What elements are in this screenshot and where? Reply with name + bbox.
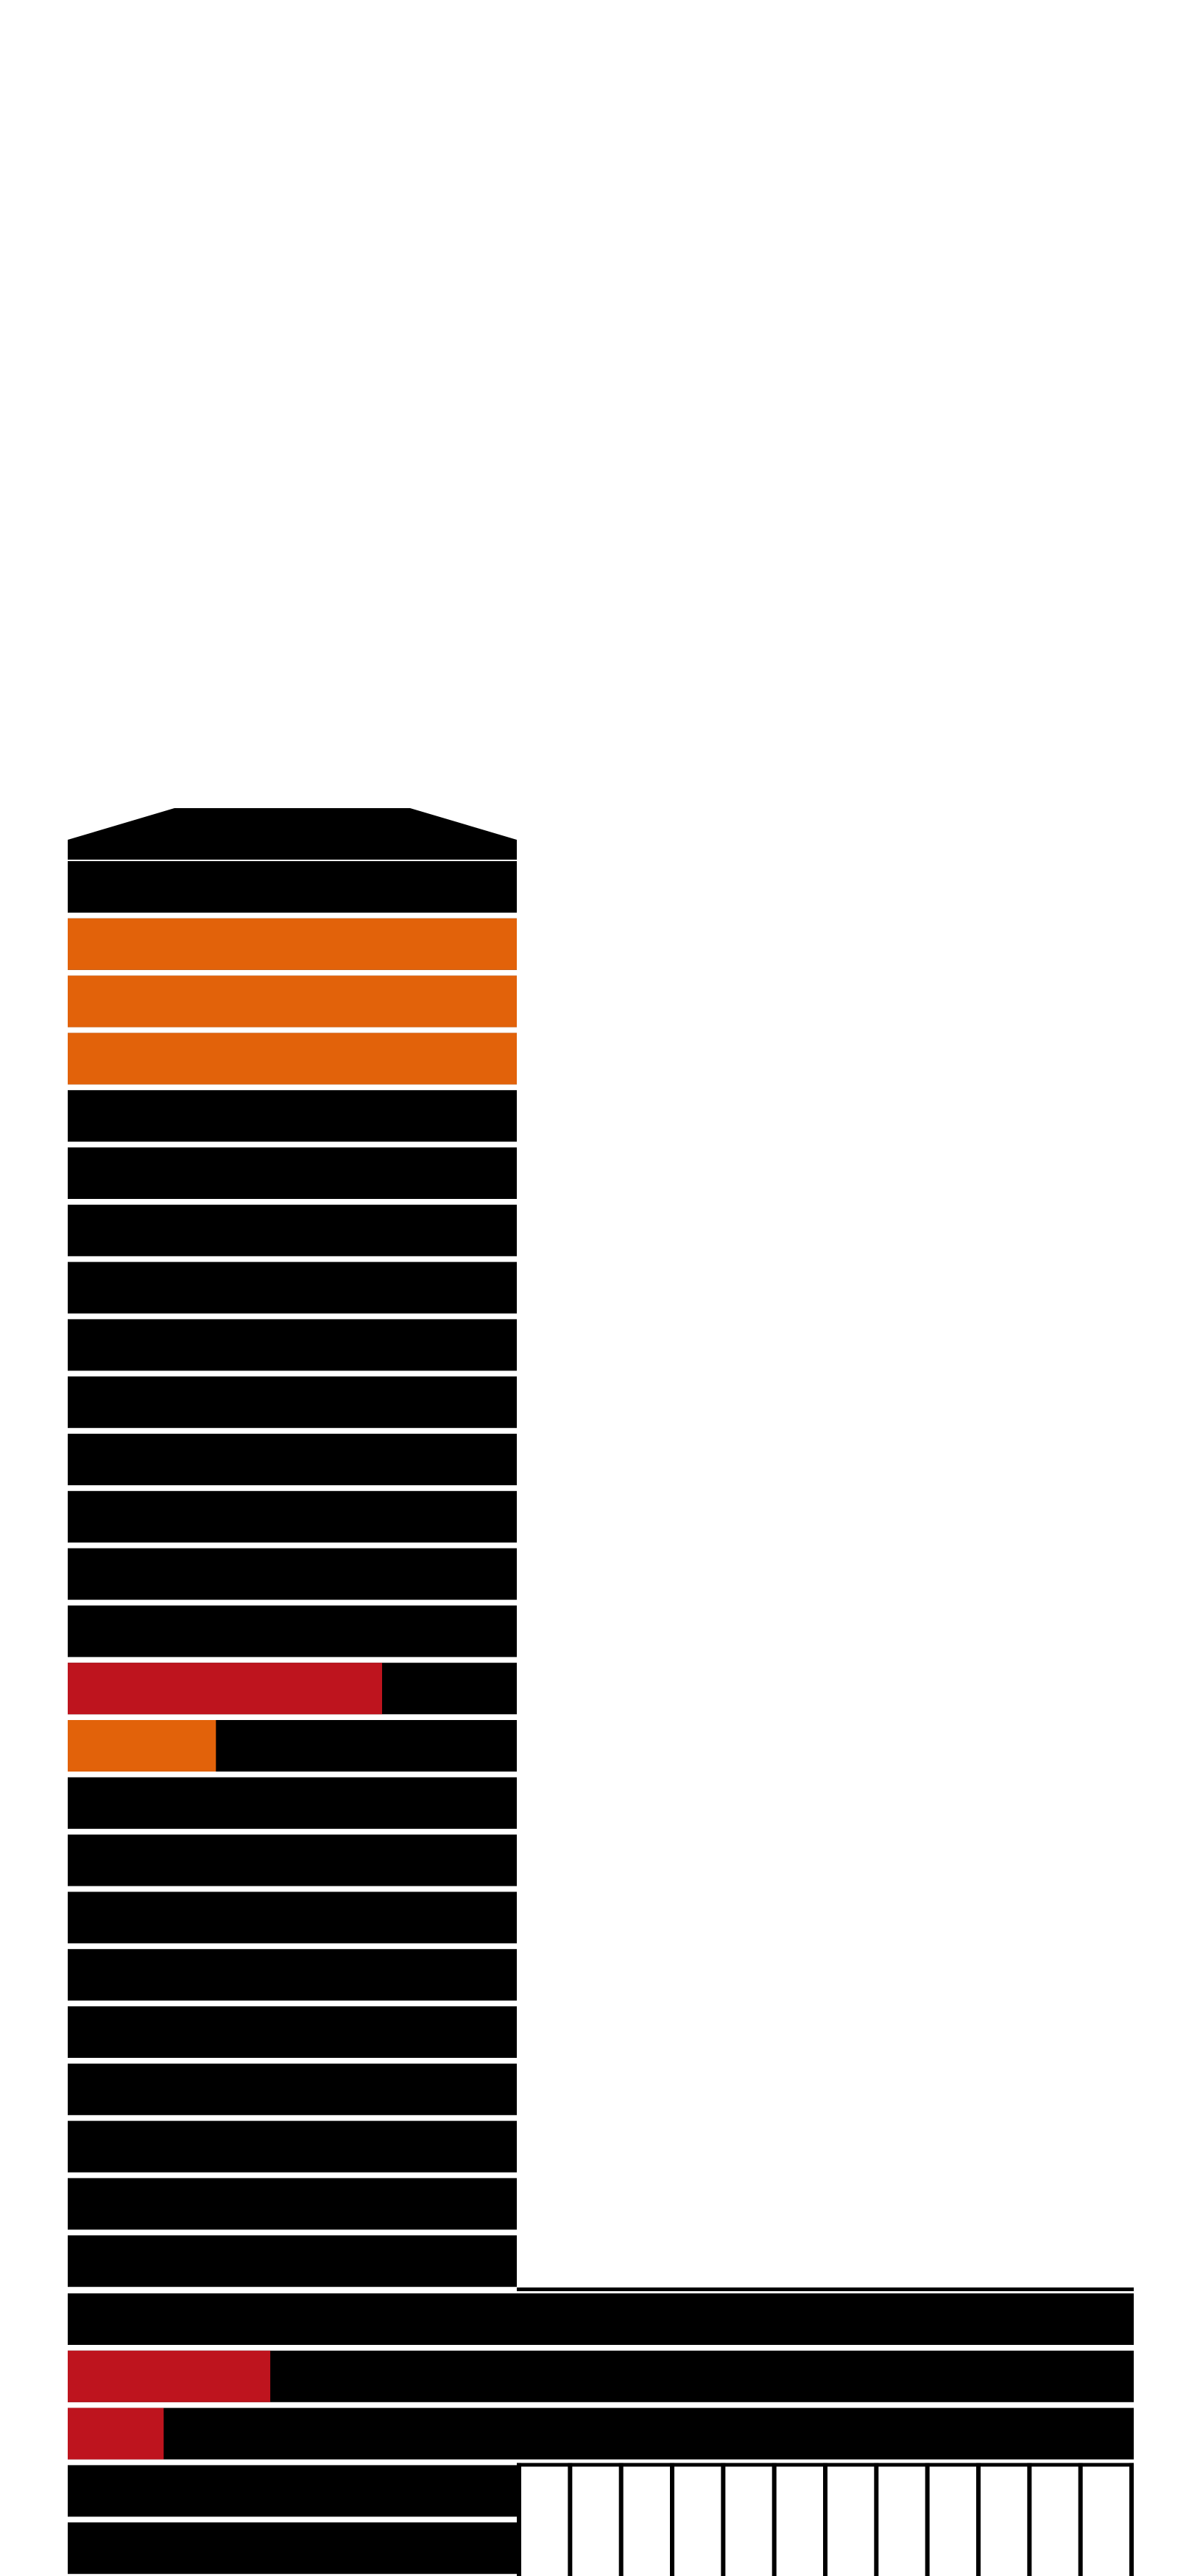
tower-floor-8-slab bbox=[68, 1262, 517, 1314]
tower-floor-24 bbox=[68, 2178, 517, 2230]
tower-floor-20 bbox=[68, 1949, 517, 2001]
colonnade-column-13 bbox=[1129, 2463, 1134, 2576]
tower-floor-2 bbox=[68, 918, 517, 970]
podium-floor-1 bbox=[68, 2293, 1134, 2345]
tower-floor-3-highlight bbox=[68, 975, 517, 1027]
podium-floor-1-slab bbox=[68, 2293, 1134, 2345]
colonnade-column-2 bbox=[568, 2463, 573, 2576]
tower-floor-4-highlight bbox=[68, 1033, 517, 1085]
colonnade-column-7 bbox=[823, 2463, 827, 2576]
tower-floor-16 bbox=[68, 1720, 517, 1772]
tower-floor-22-slab bbox=[68, 2063, 517, 2115]
tower-floor-16-highlight bbox=[68, 1720, 216, 1772]
tower-floor-17 bbox=[68, 1777, 517, 1829]
colonnade-column-11 bbox=[1027, 2463, 1032, 2576]
tower-floor-22 bbox=[68, 2063, 517, 2115]
tower-floor-19 bbox=[68, 1892, 517, 1944]
tower-floor-21 bbox=[68, 2006, 517, 2058]
tower-floor-2-highlight bbox=[68, 918, 517, 970]
podium-floor-2 bbox=[68, 2350, 1134, 2402]
tower-floor-4 bbox=[68, 1033, 517, 1085]
colonnade-column-10 bbox=[976, 2463, 981, 2576]
tower-floor-23 bbox=[68, 2120, 517, 2173]
tower-floor-9 bbox=[68, 1319, 517, 1371]
podium-floor-3-slab bbox=[68, 2407, 1134, 2460]
tower-floor-15-highlight bbox=[68, 1663, 382, 1715]
colonnade-column-1 bbox=[517, 2463, 521, 2576]
tower-floor-25 bbox=[68, 2235, 517, 2287]
tower-floor-7-slab bbox=[68, 1204, 517, 1256]
base-floor-1 bbox=[68, 2465, 517, 2517]
tower-floor-5-slab bbox=[68, 1090, 517, 1142]
tower-floor-24-slab bbox=[68, 2178, 517, 2230]
podium-floor-2-highlight bbox=[68, 2350, 271, 2402]
colonnade-column-8 bbox=[874, 2463, 879, 2576]
tower-floor-13-slab bbox=[68, 1548, 517, 1600]
tower-floor-10-slab bbox=[68, 1376, 517, 1429]
tower-floor-1-slab bbox=[68, 861, 517, 913]
tower-floor-12 bbox=[68, 1490, 517, 1543]
podium-floor-3 bbox=[68, 2407, 1134, 2460]
tower-floor-10 bbox=[68, 1376, 517, 1429]
tower-floor-3 bbox=[68, 975, 517, 1027]
tower-floor-17-slab bbox=[68, 1777, 517, 1829]
tower-floor-12-slab bbox=[68, 1490, 517, 1543]
base-floor-2 bbox=[68, 2522, 517, 2575]
colonnade-column-9 bbox=[925, 2463, 930, 2576]
tower-floor-18-slab bbox=[68, 1834, 517, 1886]
tower-floor-8 bbox=[68, 1262, 517, 1314]
tower-floor-9-slab bbox=[68, 1319, 517, 1371]
base-floor-2-slab bbox=[68, 2522, 517, 2575]
colonnade-column-5 bbox=[721, 2463, 726, 2576]
tower-floor-11 bbox=[68, 1434, 517, 1485]
tower-floor-21-slab bbox=[68, 2006, 517, 2058]
colonnade-column-4 bbox=[670, 2463, 674, 2576]
tower-floor-6 bbox=[68, 1147, 517, 1199]
tower-floor-6-slab bbox=[68, 1147, 517, 1199]
tower-floor-5 bbox=[68, 1090, 517, 1142]
tower-floor-13 bbox=[68, 1548, 517, 1600]
tower-floor-14-slab bbox=[68, 1605, 517, 1657]
colonnade-column-12 bbox=[1078, 2463, 1083, 2576]
podium-ledge bbox=[517, 2287, 1134, 2291]
colonnade-column-6 bbox=[772, 2463, 777, 2576]
tower-floor-18 bbox=[68, 1834, 517, 1886]
base-floor-1-slab bbox=[68, 2465, 517, 2517]
tower-floor-11-slab bbox=[68, 1434, 517, 1485]
tower-floor-7 bbox=[68, 1204, 517, 1256]
podium-floor-3-highlight bbox=[68, 2407, 164, 2460]
tower-floor-14 bbox=[68, 1605, 517, 1657]
tower-floor-25-slab bbox=[68, 2235, 517, 2287]
tower-floor-15 bbox=[68, 1663, 517, 1715]
tower-floor-20-slab bbox=[68, 1949, 517, 2001]
colonnade-column-3 bbox=[618, 2463, 624, 2576]
tower-floor-1 bbox=[68, 861, 517, 913]
roof-cap bbox=[68, 808, 517, 860]
tower-floor-23-slab bbox=[68, 2120, 517, 2173]
tower-floor-19-slab bbox=[68, 1892, 517, 1944]
